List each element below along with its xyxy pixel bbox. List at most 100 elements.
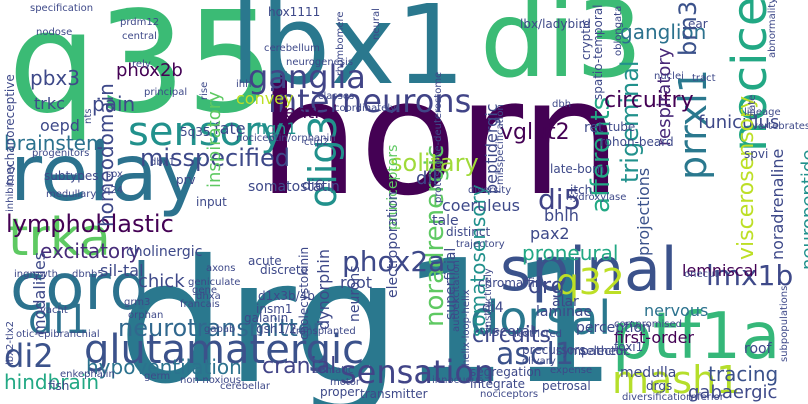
word-circuits: circuits xyxy=(472,323,552,348)
word-nts: nts xyxy=(83,108,94,124)
word-trka: trka xyxy=(8,208,111,268)
word-nociceptin-orphanin: nociceptin/orphanin xyxy=(236,133,336,144)
word-medulla: medulla xyxy=(620,365,677,381)
word-bhlh: bhlh xyxy=(544,206,579,225)
word-restricted: restricted xyxy=(514,329,562,340)
word-excitatory: excitatory xyxy=(40,239,141,263)
word-acute: acute xyxy=(248,254,282,268)
word-late-born: late-born xyxy=(550,162,605,176)
word-oblongata: oblongata xyxy=(613,5,624,56)
word-neurogenesis: neurogenesis xyxy=(286,57,354,68)
word-trkc: trkc xyxy=(34,94,65,113)
word-circuitry: circuitry xyxy=(604,88,694,113)
word-insm1: insm1 xyxy=(256,302,293,316)
word-subpopulations: subpopulations xyxy=(779,285,790,362)
word-transmitter: transmitter xyxy=(360,387,428,401)
word-distinct: distinct xyxy=(446,225,491,239)
word-pbx3: pbx3 xyxy=(30,66,80,90)
word-sympathetic: sympathetic xyxy=(556,344,631,358)
word-cranial: cranial xyxy=(262,354,337,379)
word-respiratory: respiratory xyxy=(654,47,675,146)
word-nervous: nervous xyxy=(644,301,709,320)
word-dhxa: dhxa xyxy=(196,291,221,302)
word-neurotransmitter: neurotransmitter xyxy=(118,314,323,342)
word-visceral: visceral xyxy=(480,324,535,340)
word-nociceptors: nociceptors xyxy=(480,389,539,400)
word-dbx1: dbx1 xyxy=(150,157,175,168)
word-vertebrates: vertebrates xyxy=(752,121,808,132)
word-tube: tube xyxy=(608,120,636,134)
word-sensory: sensory xyxy=(128,109,285,155)
word-neurons: neurons xyxy=(347,265,363,322)
word-pax2: pax2 xyxy=(530,224,570,243)
word-pain: pain xyxy=(92,92,136,116)
word-ear: ear xyxy=(688,17,708,31)
word-lbx1: lbx1 xyxy=(230,0,466,109)
word-proneural: proneural xyxy=(522,241,619,265)
word-diversity: diversity xyxy=(468,185,512,196)
word-dorsal: dorsal xyxy=(470,291,612,345)
word-brainstem: brainstem xyxy=(4,131,106,155)
word-gabaergic: gabaergic xyxy=(688,382,778,403)
word-francais: francais xyxy=(180,299,220,310)
word-motor: motor xyxy=(330,377,361,388)
word-sox: sox xyxy=(106,169,123,180)
word-tract: tract xyxy=(692,73,716,84)
word-compromised: compromised xyxy=(614,319,682,330)
word-misspecification: misspecification xyxy=(495,104,506,185)
word-itch: itch xyxy=(570,183,593,197)
word-classes: classes xyxy=(318,91,355,102)
word-central: central xyxy=(122,31,157,42)
word-enkephalin: enkephalin xyxy=(60,369,115,380)
word-onecut: onecut xyxy=(684,269,719,280)
word-non-noxious: non-noxious xyxy=(180,375,241,386)
word-petrosal: petrosal xyxy=(542,379,591,393)
word-drgs: drgs xyxy=(646,379,673,393)
word-first-order: first-order xyxy=(614,328,694,347)
word-ret: ret xyxy=(584,120,604,136)
word-subtypes: subtypes xyxy=(44,169,99,183)
word-ptf1a: ptf1a xyxy=(612,300,781,374)
word-electroporation: electroporation xyxy=(385,191,401,298)
word-q32: q32 xyxy=(556,262,625,303)
word-di1: di1 xyxy=(28,297,90,343)
word-prdm12: prdm12 xyxy=(120,17,160,28)
word-neural: neural xyxy=(371,8,382,40)
word-ganglion: ganglion xyxy=(620,20,707,44)
word-ctip2: ctip2 xyxy=(304,137,329,148)
word-sil-tal: sil-tal xyxy=(100,261,144,280)
word-q24: q24 xyxy=(104,185,124,196)
word-nuclei: nuclei xyxy=(654,71,684,82)
word-ngn1: ngn1 xyxy=(256,119,297,138)
word-funiculus: funiculus xyxy=(698,112,780,133)
word-dbh: dbh xyxy=(552,99,572,110)
word-diversification: diversification xyxy=(622,392,693,403)
word-lymphoblastic: lymphoblastic xyxy=(6,210,174,238)
word-drg: drg xyxy=(528,274,565,299)
word-coeruleus: coeruleus xyxy=(442,196,520,215)
word-rise: rise xyxy=(199,81,210,100)
word-di3: di3 xyxy=(480,0,643,101)
word-orphan: orphan xyxy=(128,310,164,321)
word-somatic: somatic xyxy=(314,365,354,376)
word-interneurons: interneurons xyxy=(268,82,472,120)
word-lineage: lineage xyxy=(744,107,781,118)
word-axons: axons xyxy=(206,263,236,274)
word-chick: chick xyxy=(138,271,185,292)
word-laminae: laminae xyxy=(536,304,593,320)
word-lemniscal: lemniscal xyxy=(682,261,758,280)
word-progenitors: progenitors xyxy=(32,148,90,159)
word-roof: roof xyxy=(744,341,772,357)
word-vacht: vacht xyxy=(40,305,68,316)
word-solitary: solitary xyxy=(390,149,479,177)
word-di2: di2 xyxy=(4,337,54,375)
word-glutamatergic: glutamatergic xyxy=(84,327,365,373)
word-relay: relay xyxy=(10,129,204,219)
word-drg11: drg11 xyxy=(118,224,618,404)
word-tracing: tracing xyxy=(708,362,779,386)
word-grm3: grm3 xyxy=(124,297,151,308)
word-lbx-ladybird: lbx/ladybird xyxy=(520,17,591,31)
word-chromaffin: chromaffin xyxy=(478,276,543,290)
word-selector: selector xyxy=(580,344,628,358)
word-dil: dil xyxy=(416,168,438,189)
